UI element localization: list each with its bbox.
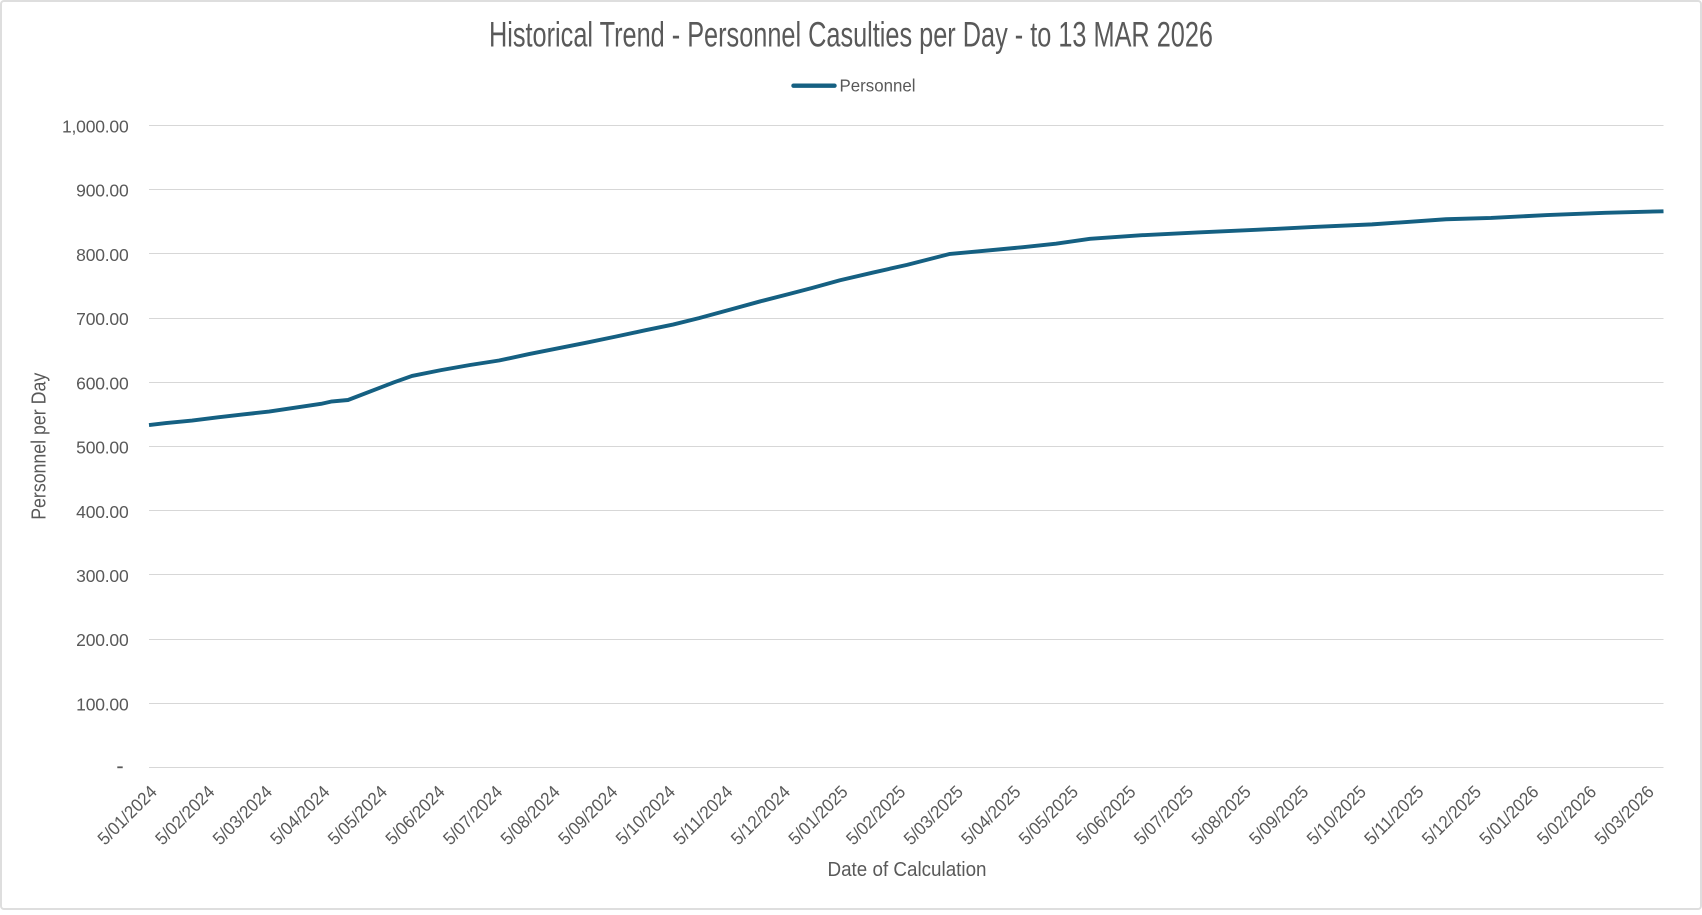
svg-text:Personnel per Day: Personnel per Day bbox=[28, 373, 50, 520]
svg-text:200.00: 200.00 bbox=[76, 630, 129, 650]
svg-text:Date of Calculation: Date of Calculation bbox=[828, 859, 987, 881]
svg-text:600.00: 600.00 bbox=[76, 373, 129, 393]
svg-text:900.00: 900.00 bbox=[76, 181, 129, 201]
svg-text:400.00: 400.00 bbox=[76, 502, 129, 522]
svg-text:Personnel: Personnel bbox=[840, 75, 916, 95]
svg-text:700.00: 700.00 bbox=[76, 309, 129, 329]
svg-text:1,000.00: 1,000.00 bbox=[62, 117, 129, 137]
svg-text:Historical Trend - Personnel C: Historical Trend - Personnel Casulties p… bbox=[489, 16, 1213, 55]
svg-text:800.00: 800.00 bbox=[76, 245, 129, 265]
svg-text:300.00: 300.00 bbox=[76, 566, 129, 586]
svg-text:500.00: 500.00 bbox=[76, 438, 129, 458]
svg-text:100.00: 100.00 bbox=[76, 694, 129, 714]
